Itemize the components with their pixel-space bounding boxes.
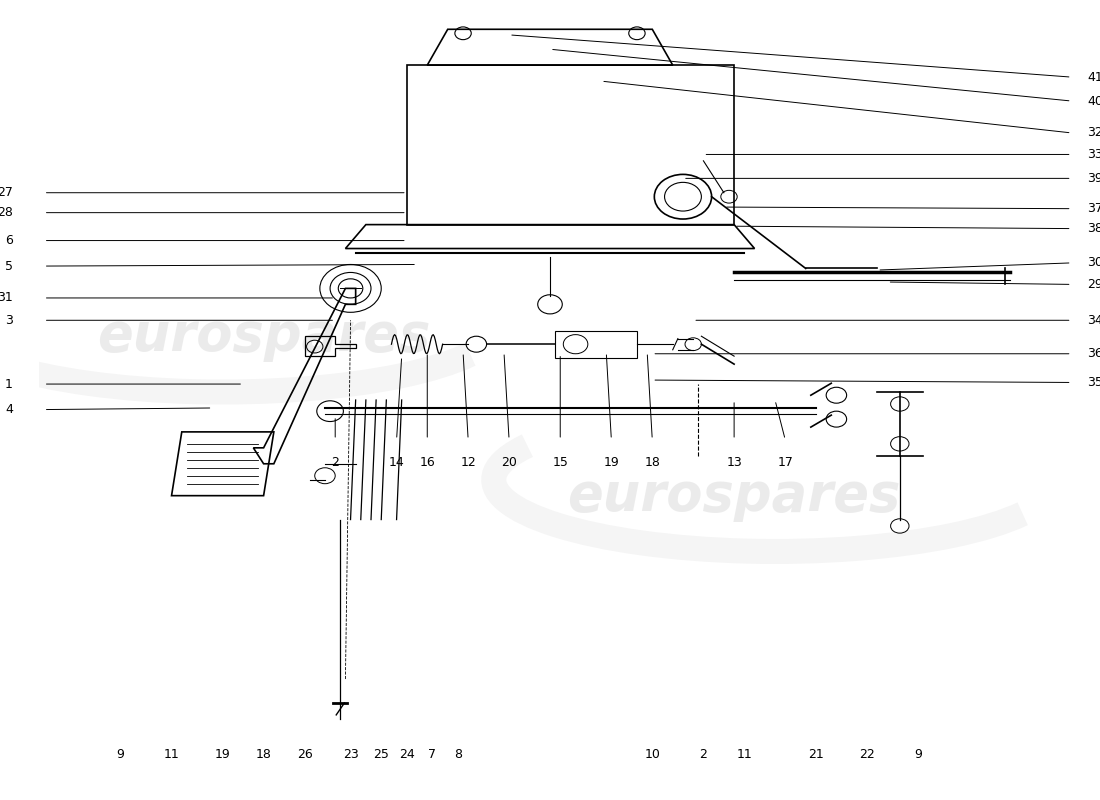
Text: 31: 31 xyxy=(0,291,13,305)
Text: 20: 20 xyxy=(502,456,517,469)
Text: 7: 7 xyxy=(428,748,437,762)
Text: 29: 29 xyxy=(1087,278,1100,291)
Text: 19: 19 xyxy=(604,456,619,469)
Text: 34: 34 xyxy=(1087,314,1100,326)
Text: 1: 1 xyxy=(6,378,13,390)
Text: 18: 18 xyxy=(645,456,660,469)
Text: 23: 23 xyxy=(343,748,359,762)
Text: 9: 9 xyxy=(117,748,124,762)
Text: 21: 21 xyxy=(808,748,824,762)
Text: 19: 19 xyxy=(214,748,231,762)
Text: 32: 32 xyxy=(1087,126,1100,139)
Text: 16: 16 xyxy=(419,456,436,469)
Text: 11: 11 xyxy=(737,748,752,762)
Text: 15: 15 xyxy=(552,456,569,469)
Text: 38: 38 xyxy=(1087,222,1100,235)
Text: 14: 14 xyxy=(388,456,405,469)
Text: eurospares: eurospares xyxy=(97,310,430,362)
Text: 22: 22 xyxy=(859,748,874,762)
Text: 18: 18 xyxy=(255,748,272,762)
Text: 2: 2 xyxy=(700,748,707,762)
Text: 2: 2 xyxy=(331,456,339,469)
Text: 27: 27 xyxy=(0,186,13,199)
Text: 10: 10 xyxy=(645,748,660,762)
Text: 3: 3 xyxy=(6,314,13,326)
Text: 35: 35 xyxy=(1087,376,1100,389)
Text: 39: 39 xyxy=(1087,172,1100,185)
Text: 33: 33 xyxy=(1087,148,1100,161)
Text: 6: 6 xyxy=(6,234,13,247)
Text: 5: 5 xyxy=(6,259,13,273)
Text: 13: 13 xyxy=(726,456,742,469)
Text: 11: 11 xyxy=(164,748,179,762)
Text: 28: 28 xyxy=(0,206,13,219)
Text: 41: 41 xyxy=(1087,70,1100,84)
Text: 9: 9 xyxy=(914,748,922,762)
Text: 8: 8 xyxy=(454,748,462,762)
Text: 17: 17 xyxy=(778,456,793,469)
Text: 36: 36 xyxy=(1087,347,1100,360)
Text: 24: 24 xyxy=(399,748,415,762)
Text: 30: 30 xyxy=(1087,256,1100,270)
Text: 37: 37 xyxy=(1087,202,1100,215)
Text: eurospares: eurospares xyxy=(568,470,901,522)
Text: 26: 26 xyxy=(297,748,312,762)
Text: 4: 4 xyxy=(6,403,13,416)
Text: 40: 40 xyxy=(1087,94,1100,107)
Text: 25: 25 xyxy=(373,748,389,762)
Text: 12: 12 xyxy=(460,456,476,469)
